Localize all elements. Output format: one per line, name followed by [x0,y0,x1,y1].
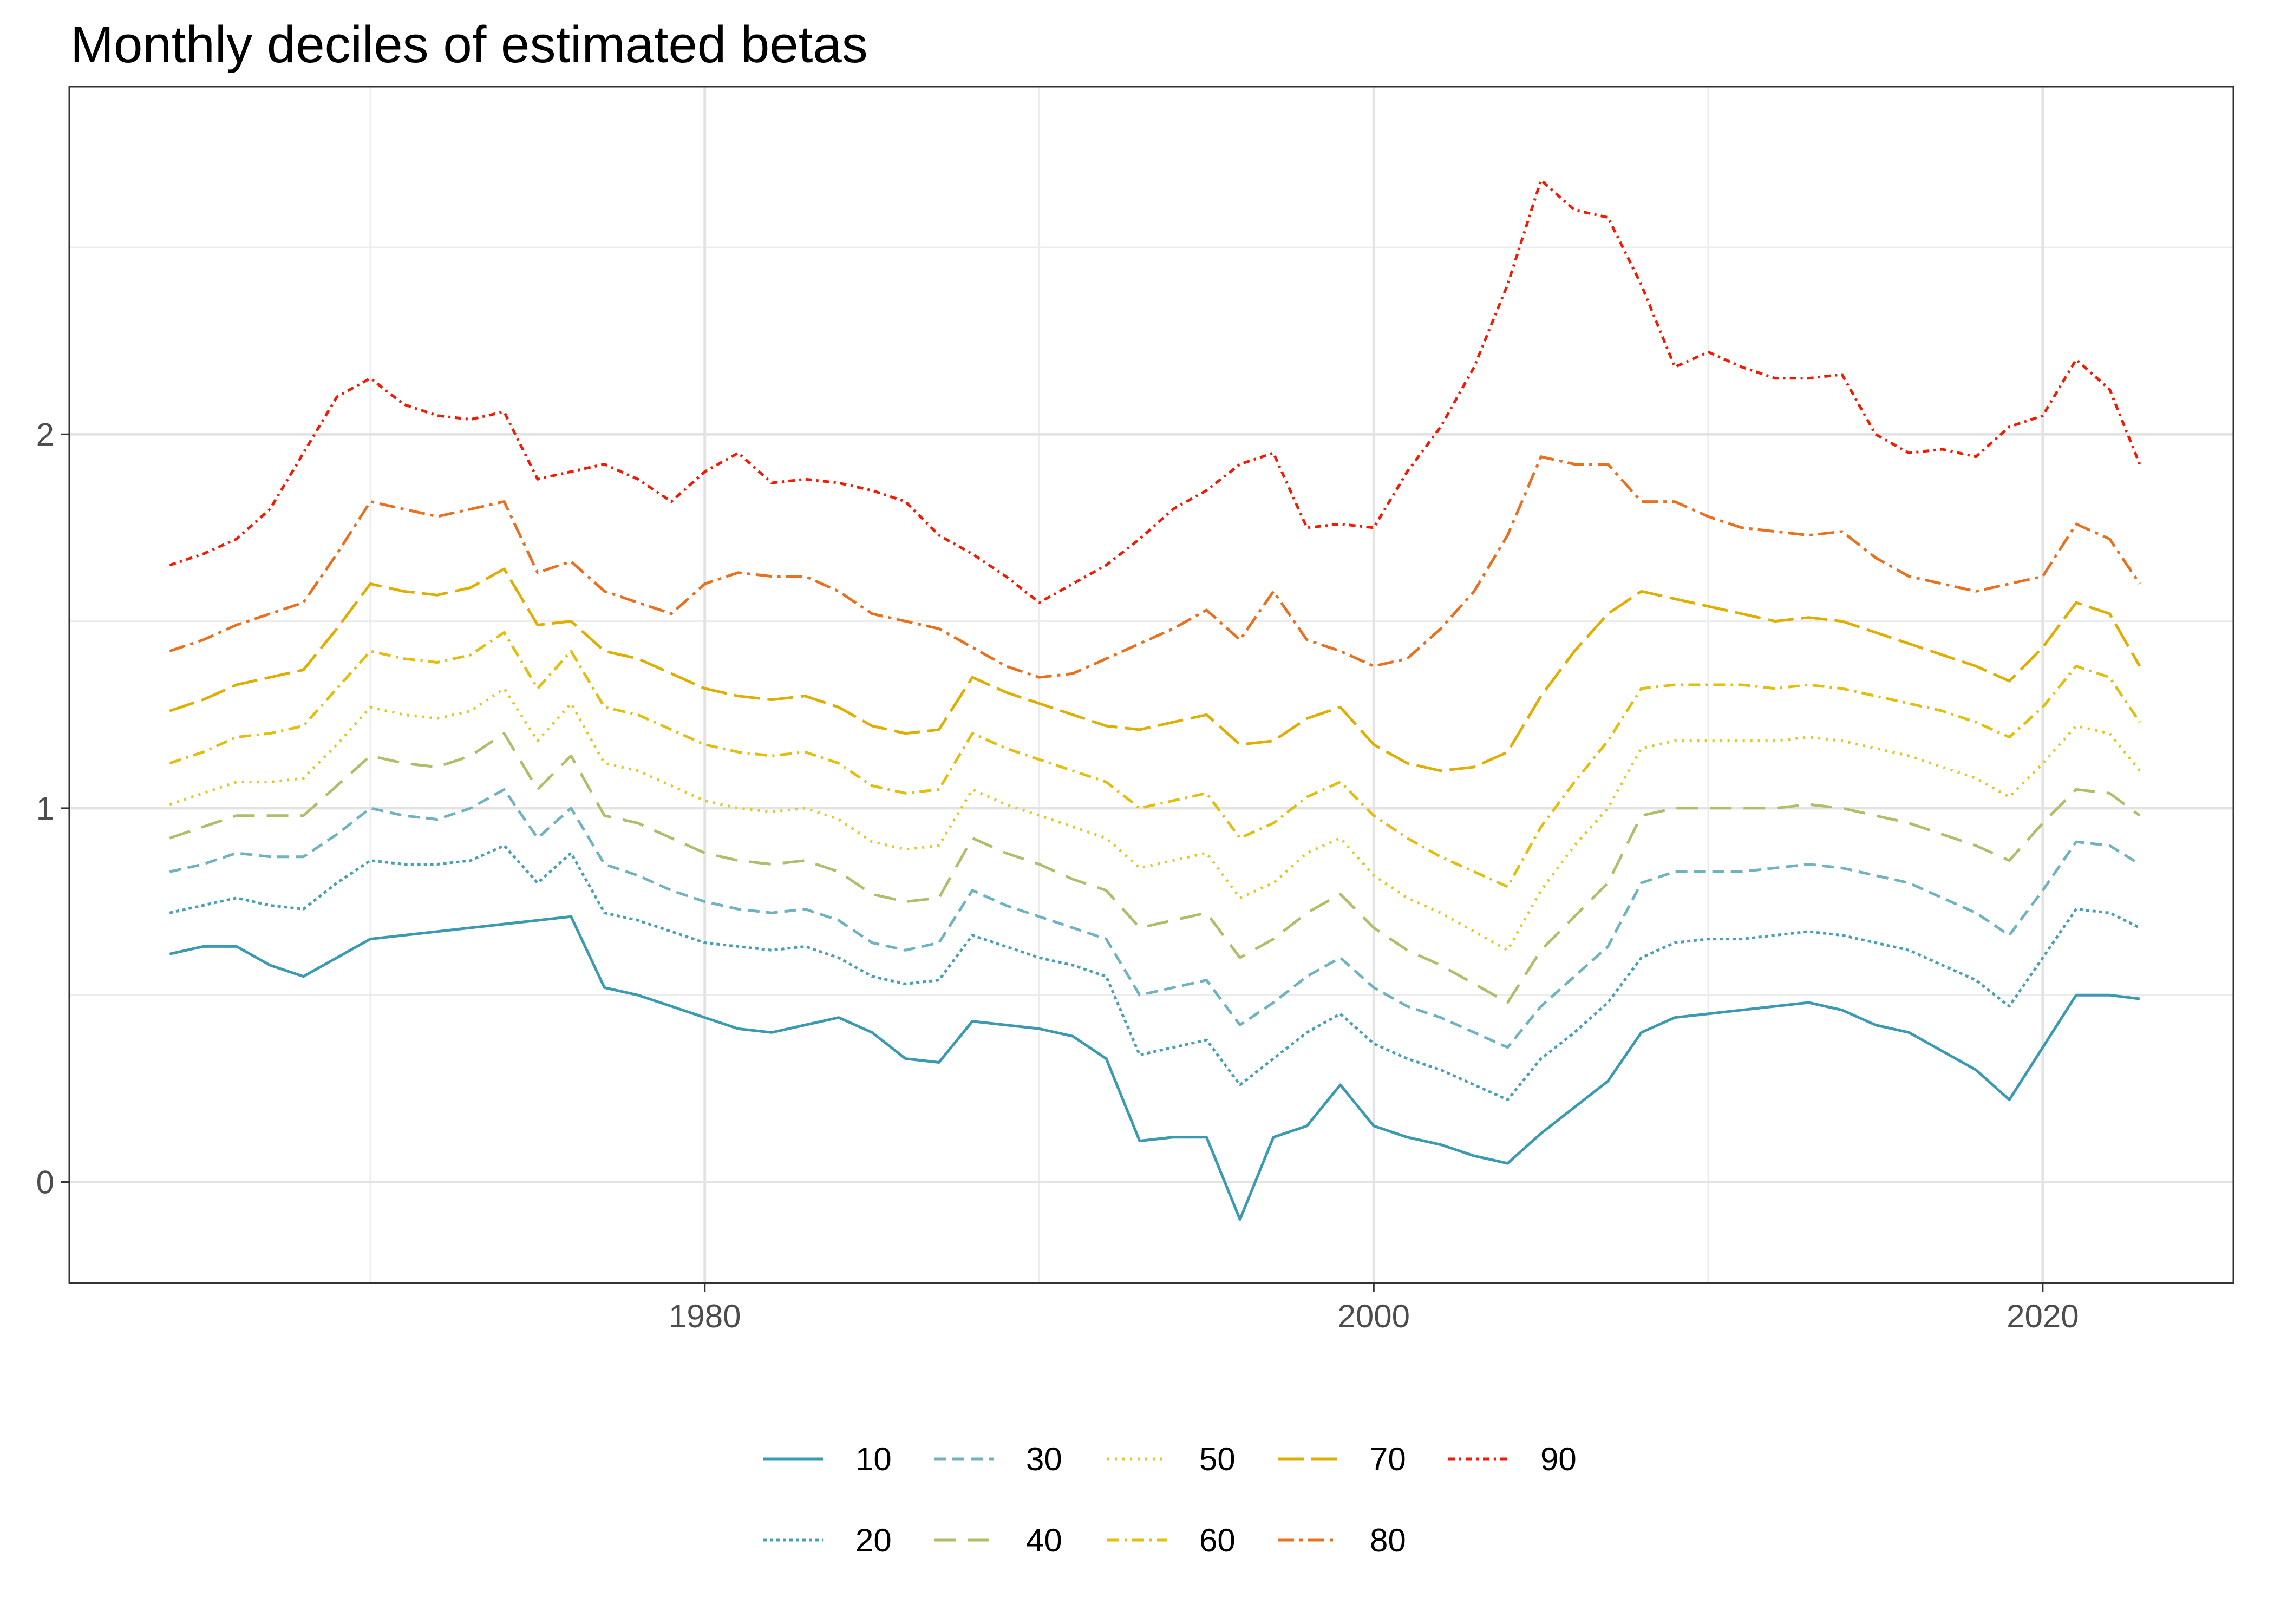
minor-gridlines [69,87,2233,1283]
series-line-80 [169,455,2141,679]
series-line-50 [169,687,2141,952]
series-line-70 [169,567,2141,772]
series-line-30 [169,788,2141,1049]
x-tick-label: 2020 [2007,1298,2079,1334]
major-gridlines [69,87,2233,1283]
series-line-10 [169,915,2140,1221]
series-lines [169,179,2141,1221]
y-tick-label: 2 [36,416,54,453]
axis-ticks [61,433,2044,1292]
x-tick-label: 2000 [1338,1298,1410,1334]
series-line-90 [169,179,2141,604]
legend-label-20: 20 [855,1522,892,1558]
series-line-20 [169,844,2141,1102]
legend-label-80: 80 [1370,1522,1406,1558]
series-line-60 [169,631,2141,888]
axis-tick-labels: 1980 2000 2020 0 1 2 [36,416,2079,1334]
legend-label-10: 10 [855,1441,892,1477]
y-tick-label: 0 [36,1164,54,1201]
legend-label-60: 60 [1199,1522,1236,1558]
legend-label-50: 50 [1199,1441,1236,1477]
legend-label-40: 40 [1026,1522,1062,1558]
legend-label-30: 30 [1026,1441,1062,1477]
x-tick-label: 1980 [669,1298,741,1334]
plot-panel-border [68,86,2234,1284]
legend-label-70: 70 [1370,1441,1406,1477]
y-tick-label: 1 [36,790,54,827]
legend-label-90: 90 [1540,1441,1577,1477]
series-line-40 [169,732,2141,1004]
legend: 10 20 30 40 50 60 70 80 90 [763,1441,1577,1558]
chart-title: Monthly deciles of estimated betas [70,16,868,74]
